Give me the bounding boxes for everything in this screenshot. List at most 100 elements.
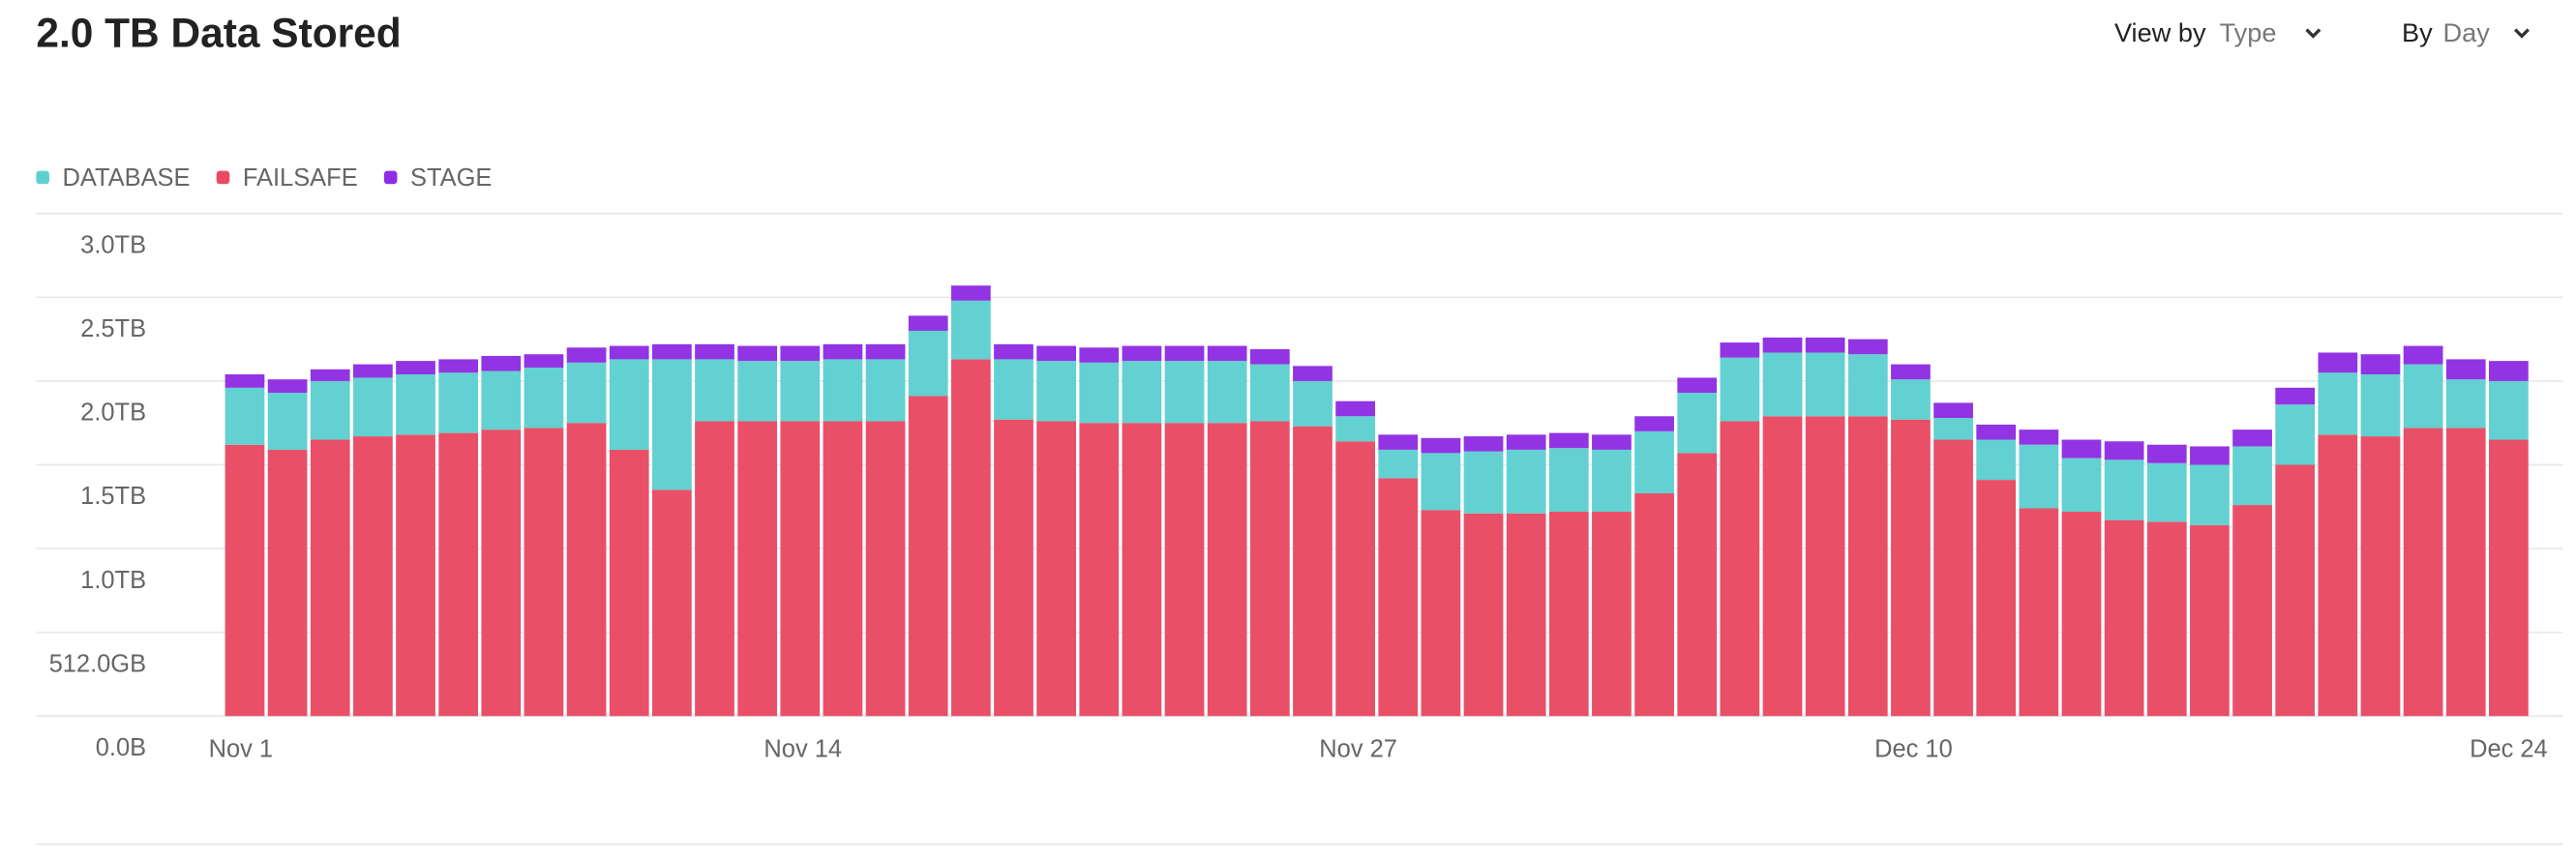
bar-segment: [2104, 519, 2144, 717]
bar-segment: [1036, 345, 1076, 362]
bar-segment: [396, 373, 435, 435]
bar-segment: [310, 380, 350, 440]
bar-segment: [1805, 352, 1845, 417]
x-tick-label: Nov 1: [209, 736, 273, 763]
bar-segment: [1421, 437, 1461, 454]
x-tick-label: Dec 10: [1874, 736, 1953, 763]
bar-segment: [524, 368, 564, 429]
bar-segment: [2275, 387, 2316, 405]
bar-segment: [566, 362, 607, 424]
bar-segment: [2318, 352, 2358, 373]
bar-segment: [609, 345, 649, 360]
bar-segment: [1079, 362, 1120, 424]
bar-segment: [737, 361, 778, 422]
bar-segment: [1634, 492, 1674, 717]
bar-segment: [1079, 423, 1120, 717]
bar-segment: [2232, 430, 2272, 447]
bar-segment: [1122, 423, 1162, 717]
bar-segment: [1164, 361, 1205, 424]
bar-segment: [353, 364, 393, 378]
bar-segment: [481, 370, 522, 430]
bar-segment: [1592, 434, 1632, 450]
legend-label: FAILSAFE: [243, 164, 358, 192]
bar-segment: [2190, 446, 2230, 465]
page-title: 2.0 TB Data Stored: [36, 11, 401, 56]
bar-segment: [1976, 439, 2017, 481]
bar-segment: [609, 359, 649, 450]
bar-segment: [1720, 357, 1760, 422]
bar-segment: [1207, 345, 1247, 362]
bar-segment: [1634, 416, 1674, 431]
view-by-value[interactable]: Type: [2220, 17, 2277, 47]
bar-segment: [1976, 480, 2017, 717]
bar-segment: [1164, 423, 1205, 717]
bar-segment: [1847, 354, 1888, 417]
bar-segment: [2190, 464, 2230, 525]
bar-segment: [1506, 434, 1546, 450]
bar-segment: [1891, 419, 1931, 717]
legend-swatch: [36, 170, 49, 185]
y-tick-label: 2.0TB: [80, 400, 146, 427]
bar-segment: [994, 343, 1033, 360]
bar-segment: [2019, 430, 2059, 445]
bar-segment: [2275, 404, 2316, 465]
view-by-control[interactable]: View by Type: [2114, 17, 2321, 47]
bar-segment: [1249, 349, 1290, 365]
bar-segment: [353, 436, 393, 717]
legend-label: DATABASE: [63, 164, 191, 192]
bar-segment: [225, 373, 265, 388]
bar-segment: [1592, 511, 1632, 717]
bar-segment: [695, 359, 734, 422]
bar-segment: [310, 439, 350, 717]
bar-segment: [1207, 423, 1247, 717]
bar-segment: [1677, 377, 1718, 394]
bar-segment: [566, 347, 607, 363]
bar-segment: [651, 489, 692, 717]
bar-segment: [651, 359, 692, 490]
bar-segment: [2146, 521, 2187, 717]
bar-segment: [1378, 449, 1419, 479]
bar-segment: [2019, 444, 2059, 509]
bar-segment: [524, 354, 564, 369]
bar-segment: [1335, 416, 1375, 442]
bar-segment: [1762, 337, 1803, 353]
legend-swatch: [383, 170, 398, 185]
bar-segment: [1421, 453, 1461, 511]
view-by-label: View by: [2114, 17, 2206, 47]
bar-segment: [353, 377, 393, 437]
bar-segment: [1805, 416, 1845, 717]
bar-segment: [2445, 359, 2486, 380]
bar-segment: [2146, 444, 2187, 463]
bar-segment: [1207, 361, 1247, 424]
bar-segment: [2104, 441, 2144, 460]
legend-swatch: [216, 170, 230, 185]
bar-segment: [225, 387, 265, 445]
chevron: [2305, 28, 2321, 39]
bar-segment: [695, 421, 734, 717]
x-tick-label: Nov 14: [764, 736, 842, 763]
bar-segment: [438, 432, 479, 717]
bar-segment: [2104, 459, 2144, 520]
bar-segment: [2489, 439, 2529, 717]
bar-segment: [2190, 524, 2230, 717]
bar-segment: [2275, 464, 2316, 717]
bar-segment: [1634, 430, 1674, 493]
bar-segment: [2360, 373, 2401, 437]
bar-segment: [1079, 347, 1120, 363]
x-tick-label: Nov 27: [1319, 736, 1397, 763]
bar-segment: [2146, 462, 2187, 522]
bar-segment: [481, 355, 522, 371]
bar-segment: [267, 379, 308, 394]
bar-segment: [2360, 436, 2401, 717]
bar-segment: [695, 343, 734, 360]
bar-segment: [1164, 345, 1205, 362]
bar-segment: [780, 421, 821, 717]
bar-segment: [1293, 380, 1333, 427]
group-by-control[interactable]: By Day: [2402, 17, 2530, 47]
y-tick-label: 2.5TB: [80, 315, 146, 342]
bar-segment: [1335, 441, 1375, 717]
group-by-value[interactable]: Day: [2442, 17, 2490, 47]
bar-segment: [1762, 416, 1803, 717]
bar-segment: [1847, 416, 1888, 717]
bar-segment: [1891, 379, 1931, 420]
